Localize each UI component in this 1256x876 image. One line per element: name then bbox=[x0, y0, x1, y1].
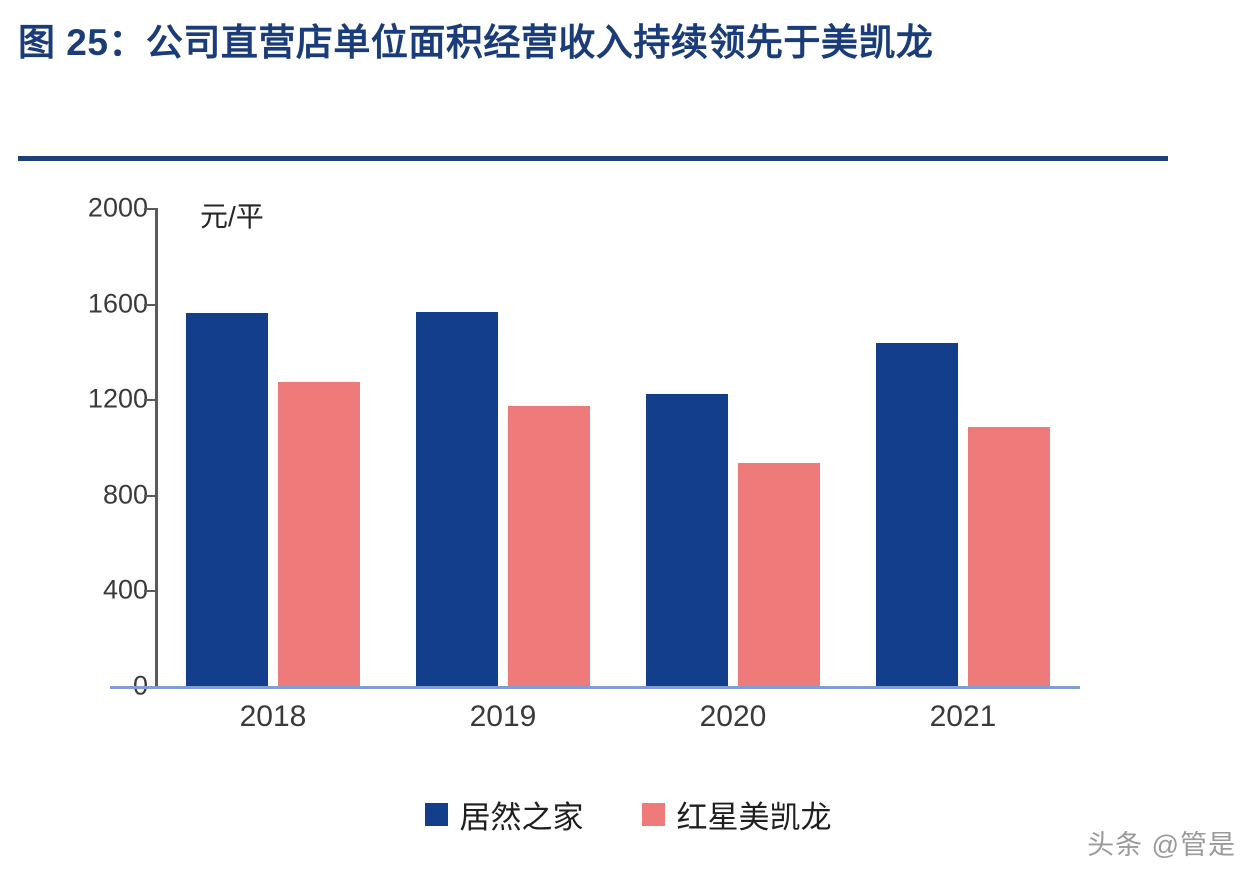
figure-title-block: 图 25：公司直营店单位面积经营收入持续领先于美凯龙 bbox=[0, 14, 1186, 72]
legend-swatch-icon bbox=[424, 803, 448, 826]
y-axis-tick-mark bbox=[144, 494, 155, 497]
bar-group bbox=[388, 208, 618, 686]
bar-居然之家-2020 bbox=[646, 394, 728, 686]
y-axis-tick-mark bbox=[144, 590, 155, 593]
x-axis-tick-label: 2021 bbox=[929, 700, 997, 733]
x-axis-tick-label: 2018 bbox=[239, 700, 307, 733]
bar-group bbox=[158, 208, 388, 686]
bar-group bbox=[618, 208, 848, 686]
bar-红星美凯龙-2019 bbox=[508, 406, 590, 686]
watermark-text: 头条 @管是 bbox=[1087, 830, 1236, 860]
legend-item[interactable]: 居然之家 bbox=[424, 792, 584, 837]
legend-swatch-icon bbox=[641, 803, 665, 826]
bar-红星美凯龙-2020 bbox=[738, 462, 820, 686]
y-axis-tick-mark bbox=[144, 399, 155, 402]
bar-chart: 元/平 0 400 800 1200 1600 2000 2018 2019 2020 2021 bbox=[0, 180, 1256, 780]
y-axis-unit-label: 元/平 bbox=[200, 201, 264, 232]
title-divider bbox=[18, 156, 1168, 161]
chart-legend: 居然之家 红星美凯龙 bbox=[0, 792, 1256, 837]
page-title: 图 25：公司直营店单位面积经营收入持续领先于美凯龙 bbox=[18, 22, 934, 63]
y-axis-tick-label: 800 bbox=[102, 479, 148, 510]
bar-居然之家-2021 bbox=[876, 343, 958, 686]
bar-居然之家-2018 bbox=[186, 313, 268, 686]
bar-series-area bbox=[158, 208, 1078, 686]
x-axis-tick-label: 2020 bbox=[699, 700, 767, 733]
x-axis-tick-label: 2019 bbox=[469, 700, 537, 733]
y-axis-tick-label: 400 bbox=[102, 574, 148, 605]
bar-group bbox=[848, 208, 1078, 686]
bar-红星美凯龙-2021 bbox=[968, 426, 1050, 686]
y-axis-ticks: 0 400 800 1200 1600 2000 bbox=[0, 180, 155, 701]
legend-label: 居然之家 bbox=[459, 800, 584, 835]
x-axis-line bbox=[110, 686, 1080, 689]
y-axis-tick-mark bbox=[144, 208, 155, 210]
bar-红星美凯龙-2018 bbox=[278, 382, 360, 686]
y-axis-tick-label: 0 bbox=[58, 671, 148, 702]
y-axis-line bbox=[155, 208, 158, 686]
bar-居然之家-2019 bbox=[416, 311, 498, 686]
y-axis-tick-mark bbox=[144, 303, 155, 306]
y-axis-tick-label: 1200 bbox=[87, 383, 148, 414]
y-axis-tick-label: 1600 bbox=[87, 288, 148, 319]
y-axis-tick-label: 2000 bbox=[87, 192, 148, 223]
legend-label: 红星美凯龙 bbox=[676, 800, 832, 835]
legend-item[interactable]: 红星美凯龙 bbox=[641, 792, 832, 837]
